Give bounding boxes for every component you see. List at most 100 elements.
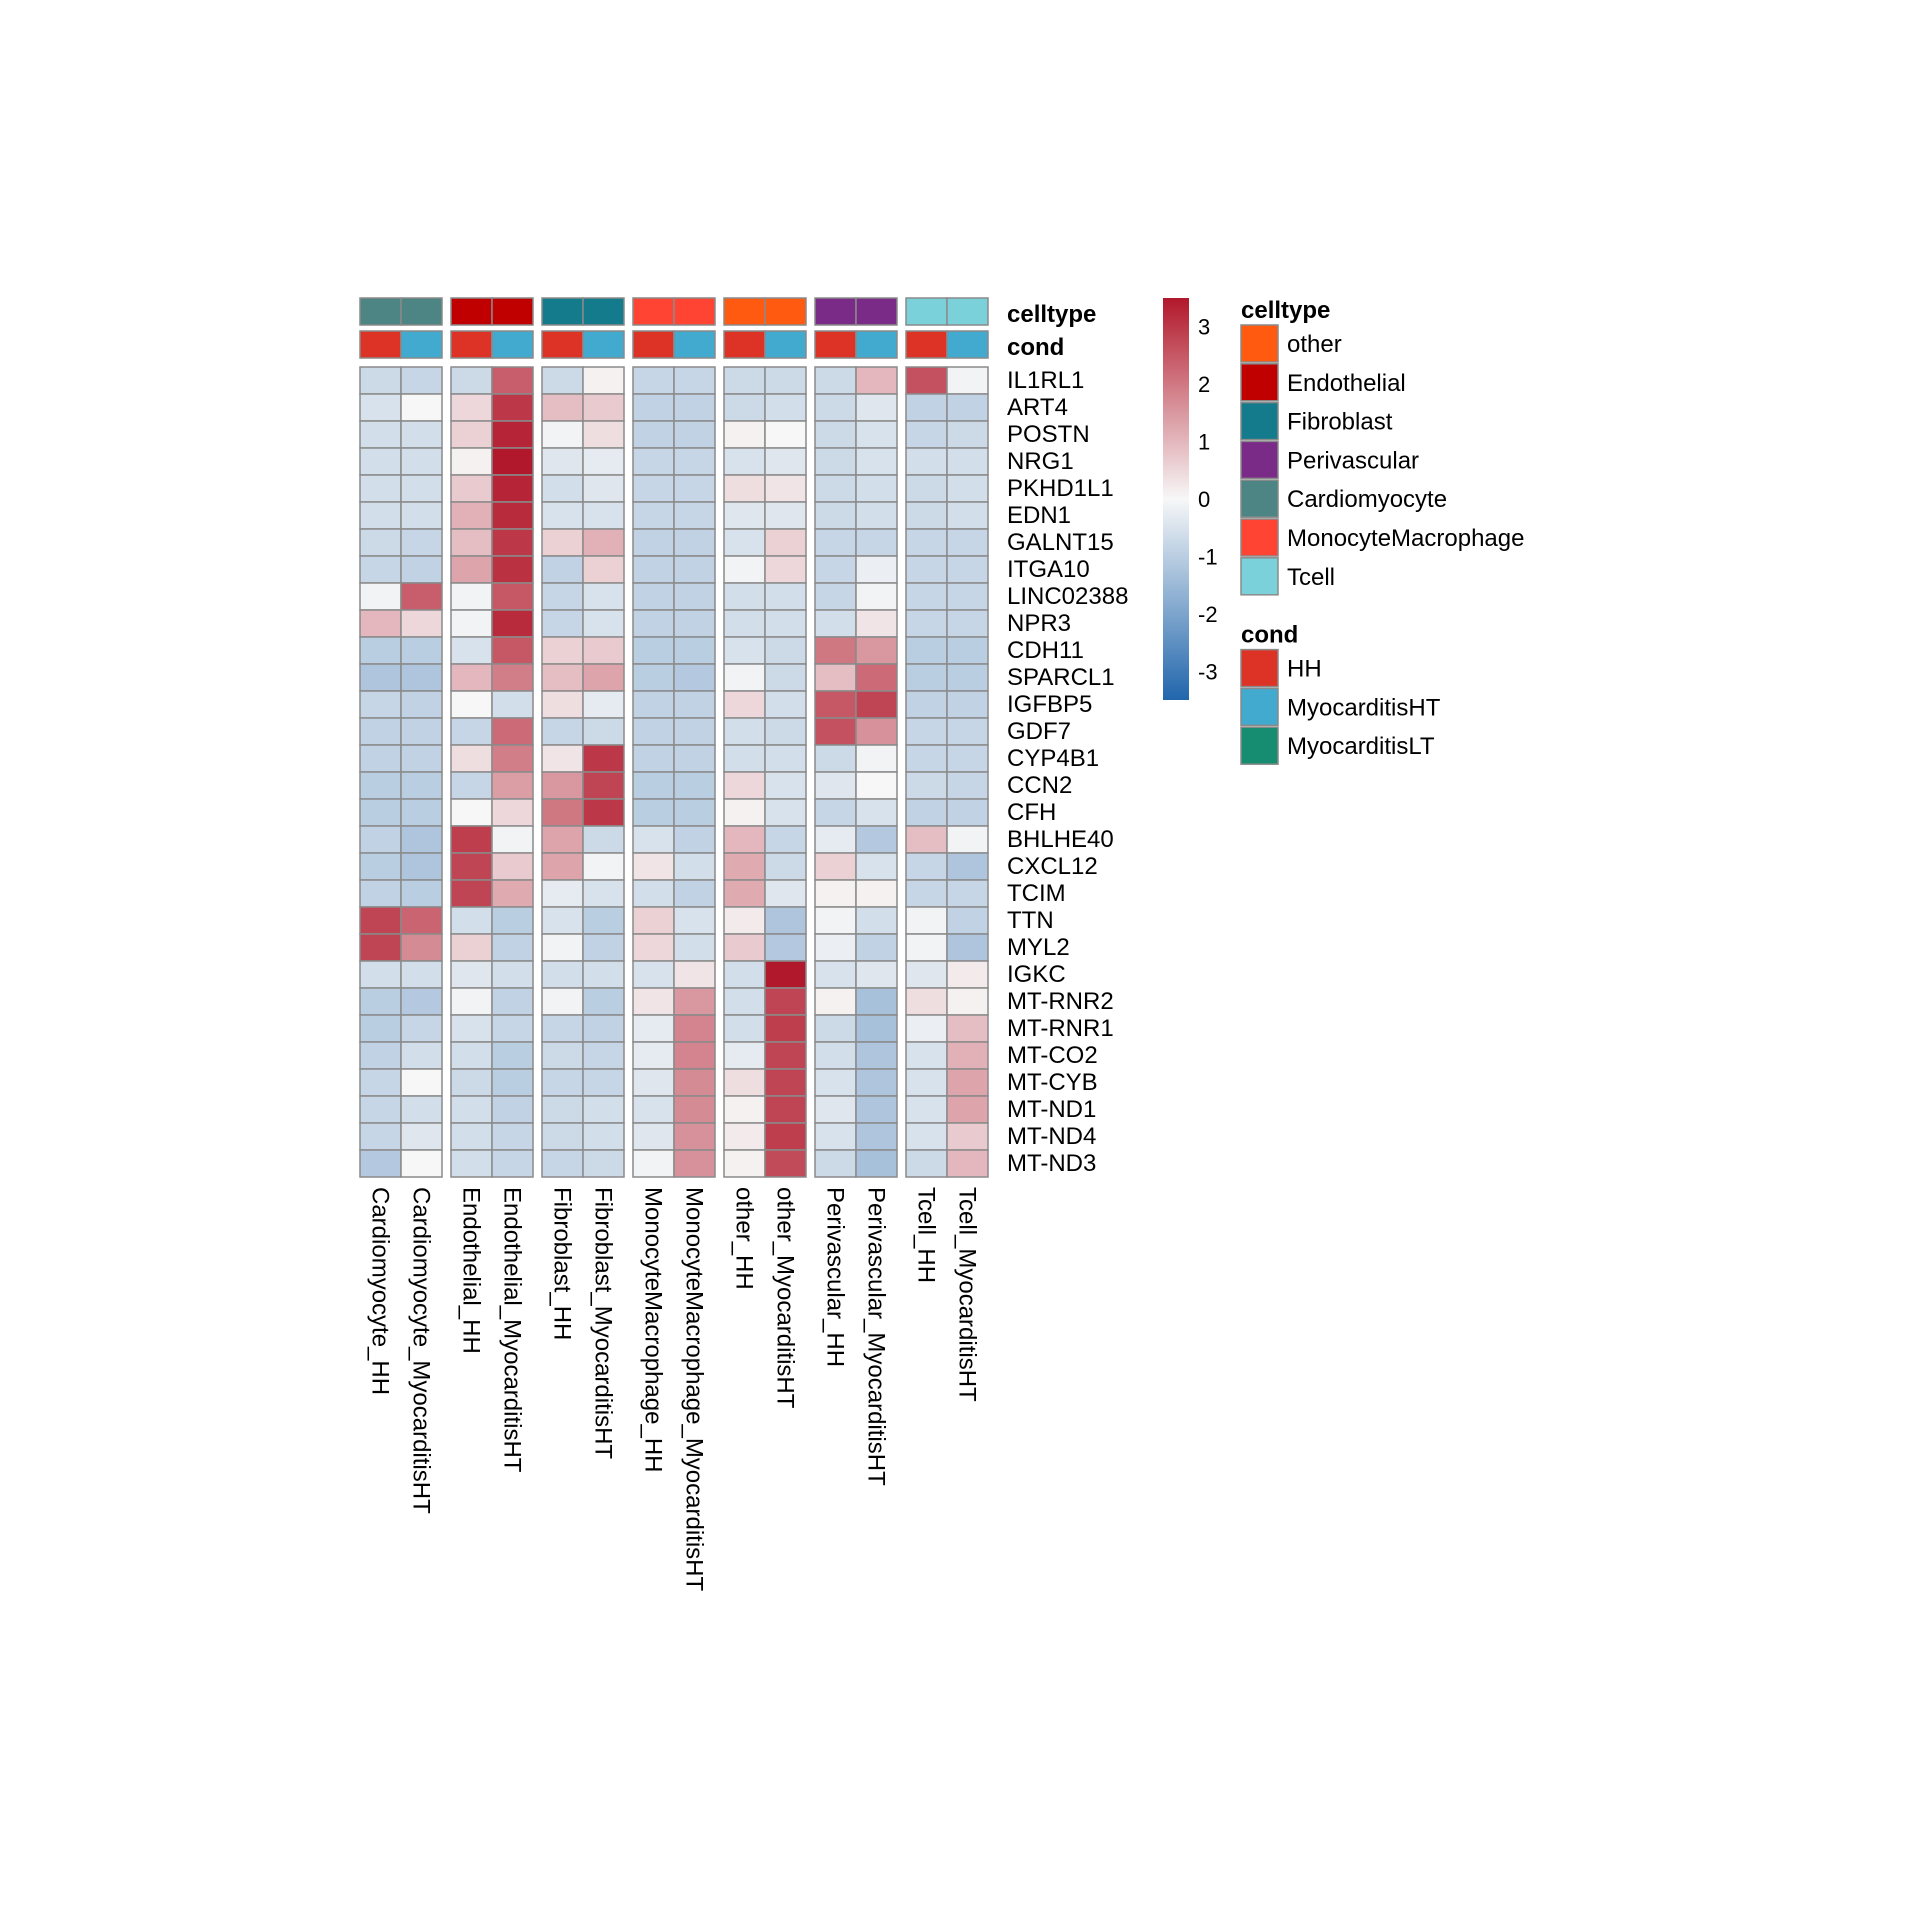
heatmap-cell	[359, 447, 402, 476]
gene-label: ITGA10	[1007, 556, 1090, 583]
cond-annotation-cell	[450, 330, 493, 359]
heatmap-cell	[764, 879, 807, 908]
heatmap-cell	[764, 1095, 807, 1124]
heatmap-cell	[450, 960, 493, 989]
heatmap-cell	[946, 1122, 989, 1151]
heatmap-cell	[673, 555, 716, 584]
gene-label: ART4	[1007, 394, 1068, 421]
heatmap-cell	[632, 582, 675, 611]
heatmap-cell	[723, 744, 766, 773]
celltype-legend-swatch	[1240, 479, 1279, 518]
cond-annotation-cell	[814, 330, 857, 359]
gene-label: EDN1	[1007, 502, 1071, 529]
cond-annotation-label: cond	[1007, 334, 1064, 361]
heatmap-cell	[946, 447, 989, 476]
heatmap-cell	[582, 447, 625, 476]
heatmap-cell	[905, 393, 948, 422]
heatmap-cell	[946, 879, 989, 908]
heatmap-cell	[632, 1014, 675, 1043]
heatmap-cell	[946, 1095, 989, 1124]
heatmap-cell	[764, 636, 807, 665]
heatmap-cell	[855, 1122, 898, 1151]
heatmap-cell	[673, 393, 716, 422]
heatmap-cell	[400, 528, 443, 557]
heatmap-cell	[632, 636, 675, 665]
sample-label: MonocyteMacrophage_MyocarditisHT	[681, 1187, 708, 1592]
heatmap-cell	[400, 366, 443, 395]
heatmap-cell	[764, 690, 807, 719]
heatmap-cell	[582, 852, 625, 881]
cond-annotation-cell	[905, 330, 948, 359]
heatmap-cell	[400, 1149, 443, 1178]
heatmap-cell	[764, 582, 807, 611]
heatmap-cell	[632, 1068, 675, 1097]
gene-label: MT-RNR1	[1007, 1015, 1114, 1042]
colorbar-tick-label: -1	[1198, 544, 1218, 569]
colorbar	[1163, 298, 1189, 700]
heatmap-cell	[764, 717, 807, 746]
heatmap-cell	[673, 501, 716, 530]
heatmap-cell	[400, 393, 443, 422]
heatmap-cell	[814, 366, 857, 395]
heatmap-cell	[491, 852, 534, 881]
heatmap-cell	[905, 501, 948, 530]
heatmap-cell	[946, 582, 989, 611]
celltype-legend-swatch	[1240, 557, 1279, 596]
heatmap-cell	[673, 609, 716, 638]
heatmap-cell	[541, 1149, 584, 1178]
heatmap-cell	[400, 663, 443, 692]
heatmap-cell	[359, 690, 402, 719]
heatmap-cell	[632, 987, 675, 1016]
colorbar-tick-label: 3	[1198, 315, 1210, 340]
heatmap-cell	[764, 906, 807, 935]
heatmap-cell	[723, 528, 766, 557]
cond-legend-label: MyocarditisHT	[1287, 694, 1441, 721]
color-scale-legend: 3 2 1 0 -1 -2 -3	[1163, 298, 1218, 700]
celltype-annotation-cell	[582, 297, 625, 326]
sample-label: other_MyocarditisHT	[772, 1187, 799, 1409]
heatmap-cell	[541, 1095, 584, 1124]
heatmap-cell	[632, 528, 675, 557]
heatmap-cell	[541, 501, 584, 530]
heatmap-cell	[359, 717, 402, 746]
heatmap-cell	[764, 987, 807, 1016]
heatmap-cell	[359, 771, 402, 800]
heatmap-cell	[400, 960, 443, 989]
heatmap-cell	[491, 663, 534, 692]
gene-label: SPARCL1	[1007, 664, 1115, 691]
heatmap-cell	[855, 447, 898, 476]
heatmap-cell	[723, 960, 766, 989]
heatmap-cell	[541, 960, 584, 989]
heatmap-cell	[673, 906, 716, 935]
heatmap-cell	[905, 555, 948, 584]
heatmap-cell	[723, 879, 766, 908]
heatmap-cell	[359, 1041, 402, 1070]
heatmap-cell	[541, 555, 584, 584]
heatmap-cell	[723, 582, 766, 611]
sample-label: Fibroblast_HH	[549, 1187, 576, 1340]
sample-label: Cardiomyocyte_MyocarditisHT	[408, 1187, 435, 1514]
heatmap-cell	[764, 825, 807, 854]
heatmap-cell	[723, 1068, 766, 1097]
heatmap-cell	[723, 555, 766, 584]
heatmap-cell	[359, 960, 402, 989]
heatmap-cell	[764, 393, 807, 422]
heatmap-cell	[400, 582, 443, 611]
heatmap-cell	[450, 663, 493, 692]
heatmap-cell	[905, 1014, 948, 1043]
heatmap-cell	[814, 825, 857, 854]
heatmap-cell	[946, 852, 989, 881]
heatmap-cell	[905, 798, 948, 827]
gene-label: IL1RL1	[1007, 367, 1084, 394]
heatmap-cell	[673, 825, 716, 854]
heatmap-cell	[855, 906, 898, 935]
heatmap-cell	[905, 771, 948, 800]
celltype-legend-label: Cardiomyocyte	[1287, 486, 1447, 513]
heatmap-cell	[632, 771, 675, 800]
heatmap-cell	[359, 663, 402, 692]
heatmap-cell	[541, 447, 584, 476]
heatmap-cell	[855, 1149, 898, 1178]
heatmap-cell	[673, 528, 716, 557]
heatmap-cell	[359, 852, 402, 881]
gene-label: IGFBP5	[1007, 691, 1092, 718]
